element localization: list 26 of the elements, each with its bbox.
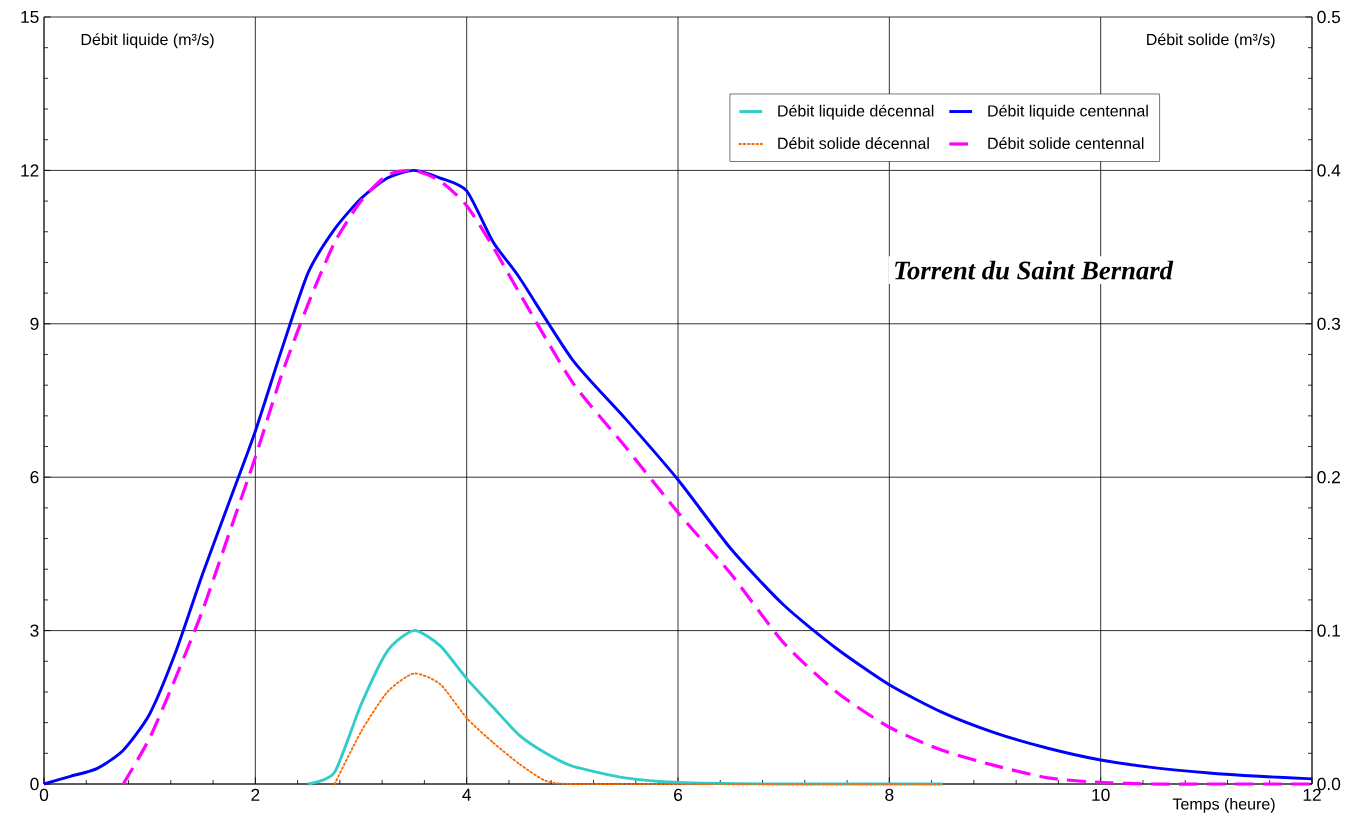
legend-label: Débit solide décennal — [778, 137, 929, 150]
x-tick-label: 4 — [462, 788, 471, 801]
y2-tick-label: 0.4 — [1317, 164, 1341, 177]
y2-tick-label: 0.2 — [1317, 471, 1340, 484]
y-tick-label: 15 — [21, 10, 39, 24]
x-tick-label: 0 — [39, 788, 49, 801]
y-axis-title: Débit liquide (m³/s) — [81, 33, 214, 49]
legend-label: Débit liquide centennal — [988, 104, 1148, 120]
x-axis-title: Temps (heure) — [1172, 797, 1275, 813]
line-series — [333, 672, 944, 786]
legend-label: Débit solide centennal — [988, 137, 1144, 150]
x-tick-label: 8 — [885, 788, 894, 801]
y-tick-label: 0 — [30, 777, 39, 791]
x-tick-label: 10 — [1092, 788, 1110, 801]
x-tick-label: 6 — [674, 788, 683, 801]
x-tick-label: 2 — [251, 788, 260, 801]
y2-axis-title: Débit solide (m³/s) — [1147, 33, 1275, 49]
y2-tick-label: 0.1 — [1317, 624, 1340, 637]
y-tick-label: 3 — [30, 624, 39, 637]
legend-label: Débit liquide décennal — [778, 104, 934, 120]
y-tick-label: 12 — [21, 164, 39, 177]
y-tick-label: 9 — [30, 317, 39, 330]
text: Torrent du Saint Bernard — [895, 260, 1174, 280]
y2-tick-label: 0.3 — [1317, 317, 1341, 330]
y2-tick-label: 0.5 — [1317, 10, 1341, 24]
y-tick-label: 6 — [30, 471, 39, 484]
